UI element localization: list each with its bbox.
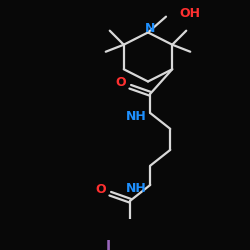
Text: N: N [145,22,155,35]
Text: I: I [106,239,111,250]
Text: O: O [115,76,126,89]
Text: O: O [95,183,106,196]
Text: NH: NH [126,110,146,123]
Text: NH: NH [126,182,146,195]
Text: OH: OH [179,7,200,20]
